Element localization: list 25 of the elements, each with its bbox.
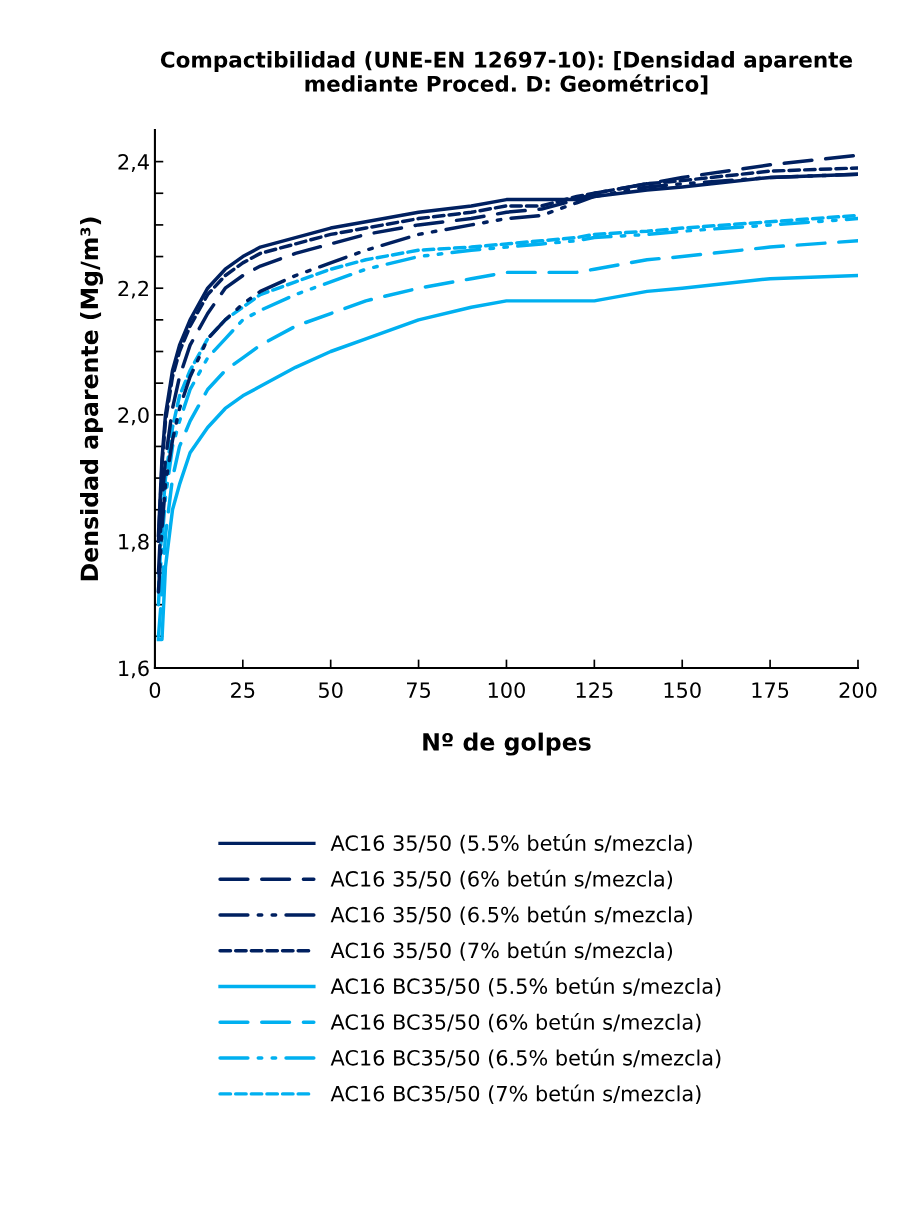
y-tick-label: 1,6	[119, 660, 149, 679]
x-tick-label: 125	[576, 682, 613, 698]
x-tick-label: 50	[319, 682, 343, 698]
y-tick-label: 1,8	[119, 533, 149, 552]
x-tick-label: 0	[149, 682, 161, 698]
legend-label: AC16 35/50 (7% betún s/mezcla)	[330, 941, 673, 961]
y-tick-label: 2,0	[118, 407, 149, 426]
x-tick-label: 75	[407, 682, 431, 698]
x-axis-title: Nº de golpes	[423, 732, 591, 756]
legend-label: AC16 BC35/50 (7% betún s/mezcla)	[330, 1084, 701, 1104]
legend-label: AC16 35/50 (6% betún s/mezcla)	[330, 869, 673, 890]
legend-label: AC16 35/50 (6.5% betún s/mezcla)	[330, 905, 692, 925]
x-tick-label: 175	[752, 682, 789, 698]
x-tick-label: 100	[488, 682, 525, 698]
legend-label: AC16 BC35/50 (6.5% betún s/mezcla)	[330, 1048, 721, 1069]
chart-title: Compactibilidad (UNE-EN 12697-10): [Densidad aparente mediante Proced. D: Geométrico]	[160, 51, 853, 95]
legend-label: AC16 35/50 (5.5% betún s/mezcla)	[330, 833, 692, 854]
y-axis-title: Densidad aparente (Mg/m³)	[80, 217, 104, 581]
y-tick-label: 2,2	[118, 280, 148, 299]
y-tick-label: 2,4	[118, 154, 149, 172]
x-tick-label: 200	[839, 682, 877, 698]
x-tick-label: 25	[231, 682, 255, 698]
x-tick-label: 150	[664, 682, 701, 698]
legend-label: AC16 BC35/50 (5.5% betún s/mezcla)	[330, 977, 721, 997]
legend-label: AC16 BC35/50 (6% betún s/mezcla)	[330, 1012, 701, 1033]
